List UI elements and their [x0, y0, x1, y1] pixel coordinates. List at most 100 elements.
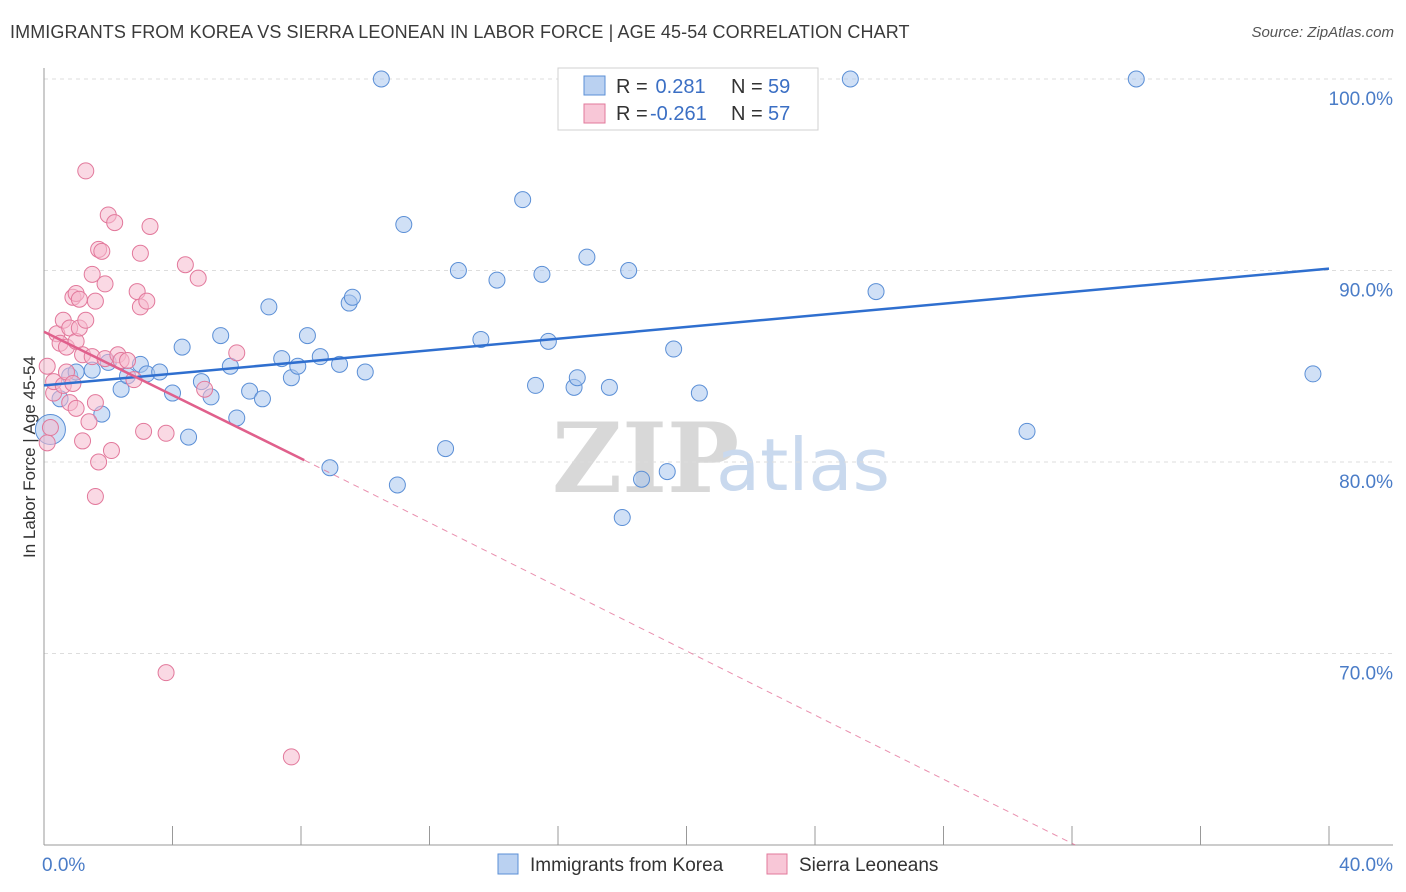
point-sierra — [157, 424, 175, 442]
point-sierra — [38, 434, 56, 452]
point-korea — [488, 271, 506, 289]
trend-lines — [43, 267, 1330, 846]
point-korea — [867, 283, 885, 301]
point-korea — [331, 355, 349, 373]
y-tick-label: 70.0% — [1339, 664, 1393, 685]
point-korea — [241, 382, 259, 400]
point-korea — [1304, 365, 1322, 383]
point-sierra — [86, 394, 104, 412]
point-sierra — [131, 244, 149, 262]
point-sierra — [93, 242, 111, 260]
point-korea — [253, 390, 271, 408]
trend-line-sierra-extrapolated — [303, 459, 1076, 846]
point-sierra — [96, 275, 114, 293]
point-sierra — [77, 162, 95, 180]
point-sierra — [67, 399, 85, 417]
point-korea — [600, 378, 618, 396]
point-sierra — [228, 344, 246, 362]
y-tick-label: 90.0% — [1339, 281, 1393, 302]
point-korea — [372, 70, 390, 88]
axes — [43, 68, 1393, 846]
series-legend-swatch-korea — [497, 853, 519, 875]
point-korea — [533, 265, 551, 283]
point-sierra — [38, 357, 56, 375]
point-sierra — [196, 380, 214, 398]
point-korea — [173, 338, 191, 356]
point-korea — [343, 288, 361, 306]
series-legend-label-sierra: Sierra Leoneans — [799, 855, 938, 876]
point-sierra — [141, 217, 159, 235]
series-legend-swatch-sierra — [766, 853, 788, 875]
point-sierra — [86, 292, 104, 310]
legend-n-value-korea: 59 — [768, 76, 790, 98]
point-sierra — [77, 311, 95, 329]
trend-line-sierra — [43, 330, 305, 462]
point-korea — [212, 327, 230, 345]
x-tick-label: 40.0% — [1339, 855, 1393, 876]
point-sierra — [157, 664, 175, 682]
point-korea — [658, 463, 676, 481]
point-sierra — [83, 265, 101, 283]
legend-r-label-sierra: R = — [616, 103, 648, 125]
point-sierra — [138, 292, 156, 310]
point-korea — [665, 340, 683, 358]
point-korea — [321, 459, 339, 477]
legend-n-label-korea: N = — [731, 76, 763, 98]
y-tick-label: 80.0% — [1339, 472, 1393, 493]
point-sierra — [282, 748, 300, 766]
point-korea — [356, 363, 374, 381]
point-sierra — [80, 413, 98, 431]
chart-title: IMMIGRANTS FROM KOREA VS SIERRA LEONEAN … — [10, 22, 910, 42]
point-sierra — [86, 487, 104, 505]
legend-swatch-sierra — [583, 103, 606, 124]
point-korea — [527, 376, 545, 394]
point-korea — [1018, 422, 1036, 440]
point-korea — [180, 428, 198, 446]
legend-r-label-korea: R = — [616, 76, 648, 98]
point-korea — [539, 332, 557, 350]
legend-swatch-korea — [583, 75, 606, 96]
watermark-atlas: atlas — [716, 423, 890, 507]
y-tick-labels: 100.0% 90.0% 80.0% 70.0% — [1329, 89, 1394, 685]
point-sierra — [176, 256, 194, 274]
x-tick-label: 0.0% — [42, 855, 85, 876]
point-korea — [633, 470, 651, 488]
point-sierra — [74, 432, 92, 450]
point-korea — [437, 440, 455, 458]
legend-n-label-sierra: N = — [731, 103, 763, 125]
point-sierra — [119, 352, 137, 370]
legend-n-value-sierra: 57 — [768, 103, 790, 125]
legend: R = 0.281 N = 59 R = -0.261 N = 57 — [557, 67, 819, 131]
point-korea — [311, 348, 329, 366]
watermark-zip: ZIP — [552, 402, 739, 515]
point-sierra — [70, 290, 88, 308]
legend-r-value-sierra: -0.261 — [650, 103, 707, 125]
point-korea — [620, 262, 638, 279]
point-korea — [395, 216, 413, 234]
point-sierra — [90, 453, 108, 471]
chart-source: Source: ZipAtlas.com — [1251, 24, 1394, 41]
point-korea — [690, 384, 708, 402]
point-korea — [514, 191, 532, 209]
series-legend: Immigrants from Korea Sierra Leoneans — [497, 853, 938, 876]
point-sierra — [135, 422, 153, 440]
y-axis-label: In Labor Force | Age 45-54 — [20, 356, 39, 558]
point-korea — [568, 369, 586, 387]
legend-r-value-korea: 0.281 — [650, 76, 706, 98]
point-korea — [388, 476, 406, 494]
point-korea — [298, 327, 316, 345]
point-korea — [613, 509, 631, 527]
point-korea — [472, 330, 490, 348]
trend-line-korea — [43, 267, 1330, 387]
data-points — [34, 70, 1322, 766]
point-korea — [260, 298, 278, 316]
series-legend-label-korea: Immigrants from Korea — [530, 855, 724, 876]
point-korea — [578, 248, 596, 266]
watermark: ZIP atlas — [552, 402, 890, 515]
point-sierra — [189, 269, 207, 287]
point-sierra — [102, 442, 120, 460]
point-sierra — [41, 419, 59, 437]
y-tick-label: 100.0% — [1329, 89, 1394, 110]
point-korea — [449, 262, 467, 279]
